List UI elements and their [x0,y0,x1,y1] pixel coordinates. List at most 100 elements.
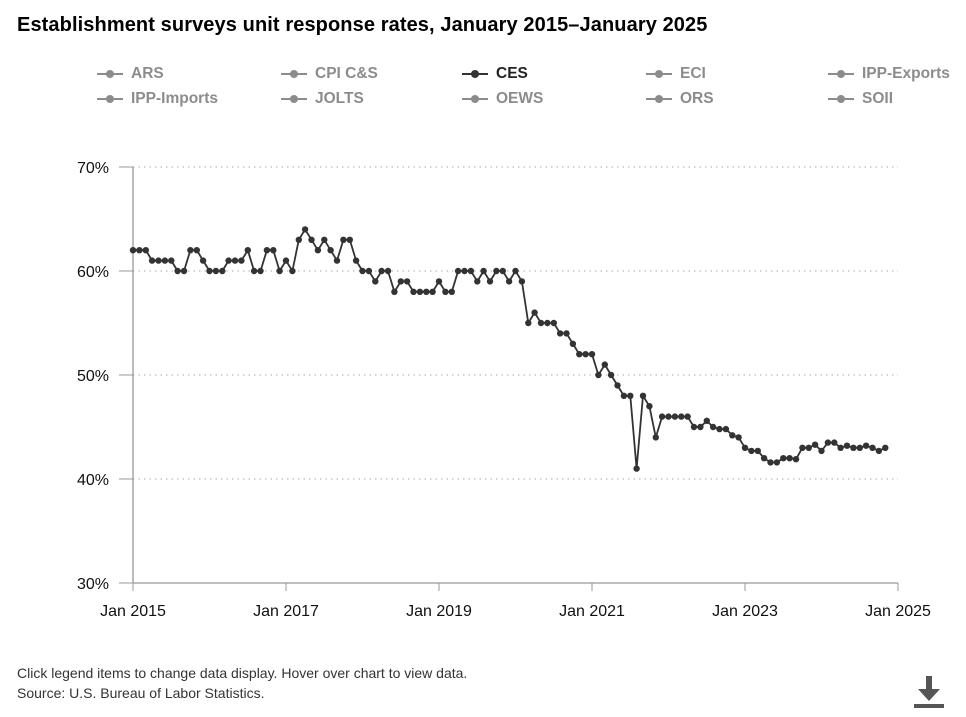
footer-note: Click legend items to change data displa… [17,665,468,681]
data-point [397,278,404,285]
y-tick-label: 50% [77,368,109,385]
data-point [212,267,220,275]
data-point [837,444,844,451]
series-line-ces [133,227,886,469]
data-point [238,257,245,264]
data-point [831,439,838,446]
data-point [219,267,226,275]
data-point [748,447,755,455]
data-point [805,444,812,451]
data-point [155,257,162,264]
data-point [136,247,143,254]
legend-label: IPP-Imports [131,90,218,107]
chart-title: Establishment surveys unit response rate… [17,14,708,36]
data-point [690,423,698,431]
legend-item-ces[interactable]: CES [462,64,528,84]
data-point [754,447,761,455]
data-point [340,236,347,243]
y-tick-label: 60% [77,264,109,281]
data-point [882,444,889,451]
data-point [792,456,800,463]
line-chart[interactable]: 30% 40% 50% 60% 70% Jan 2015 Jan 2017 Jan 2019… [0,0,966,660]
legend-line-marker-icon [828,64,854,84]
data-point [607,371,615,379]
data-point [161,257,169,264]
data-point [142,247,149,254]
legend-line-marker-icon [97,89,123,109]
data-point [799,444,806,451]
data-point [550,319,557,327]
data-point [461,267,468,275]
download-icon [914,676,944,708]
data-point [257,267,264,275]
data-point [384,267,392,275]
data-point [582,351,589,358]
legend-line-marker-icon [462,89,488,109]
data-point [824,439,832,446]
data-point [512,267,519,275]
download-button[interactable] [910,674,948,712]
data-point [352,257,360,264]
legend-line-marker-icon [281,89,307,109]
data-point [850,444,857,451]
data-point [525,319,532,327]
data-point [231,257,239,264]
data-point [505,278,513,285]
data-point [448,288,455,295]
x-tick-label: Jan 2019 [406,603,472,620]
data-point [741,444,749,451]
data-point [346,236,353,243]
legend-item-ors[interactable]: ORS [646,89,714,109]
legend-line-marker-icon [281,64,307,84]
data-point [780,455,787,462]
data-point [270,247,277,254]
data-point [372,278,379,285]
data-point [314,247,322,254]
data-point [301,226,309,233]
data-point [684,413,691,420]
legend-item-oews[interactable]: OEWS [462,89,543,109]
data-point [276,267,283,275]
data-point [518,278,526,285]
legend-item-ipp-imports[interactable]: IPP-Imports [97,89,218,109]
data-point [391,288,398,295]
data-point [569,340,577,347]
legend-item-ipp-exports[interactable]: IPP-Exports [828,64,950,84]
legend-label: JOLTS [315,90,364,107]
data-point [410,288,417,295]
data-point [620,392,628,399]
legend-item-soii[interactable]: SOII [828,89,893,109]
y-axis-ticks: 30% 40% 50% 60% 70% [77,160,133,593]
data-point [225,257,232,264]
data-point [671,413,679,420]
data-point [244,247,251,254]
x-axis-ticks: Jan 2015 Jan 2017 Jan 2019 Jan 2021 Jan 2023… [100,583,931,620]
data-point [321,236,328,243]
legend-item-cpi-c-s[interactable]: CPI C&S [281,64,378,84]
data-point [499,267,506,275]
legend-label: OEWS [496,90,544,107]
legend-item-jolts[interactable]: JOLTS [281,89,364,109]
data-point [544,319,551,327]
y-tick-label: 70% [77,160,109,177]
data-point [767,459,774,466]
data-point [148,257,156,264]
legend-item-ars[interactable]: ARS [97,64,164,84]
legend-label: ARS [131,65,164,82]
data-point [722,425,730,433]
legend-line-marker-icon [97,64,123,84]
data-point [308,236,315,243]
legend-line-marker-icon [828,89,854,109]
legend-label: SOII [862,90,894,107]
data-point [193,247,200,254]
data-point [467,267,475,275]
x-tick-label: Jan 2017 [253,603,319,620]
data-point [703,417,710,424]
data-point [180,267,188,275]
data-point [378,267,385,275]
data-point [429,288,436,295]
data-point [359,267,366,275]
data-point [556,330,564,337]
data-point [563,330,570,337]
legend-item-eci[interactable]: ECI [646,64,706,84]
